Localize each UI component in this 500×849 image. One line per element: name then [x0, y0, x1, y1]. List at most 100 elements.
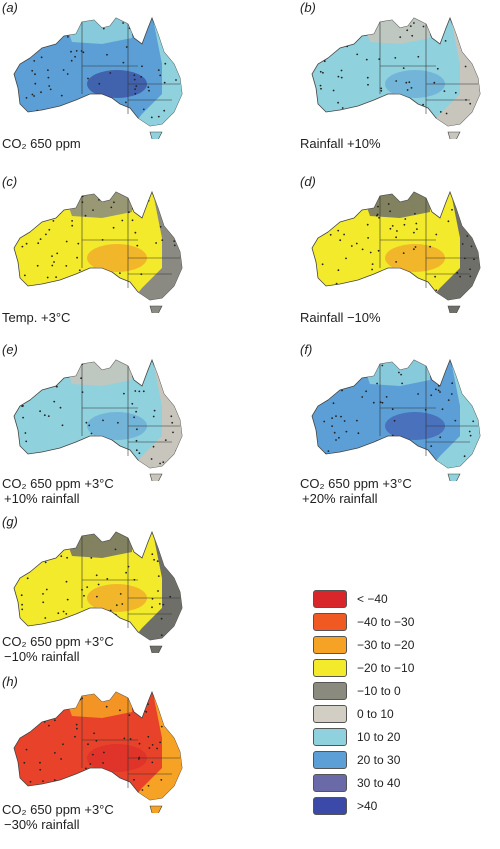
panel-letter: (e) [2, 342, 18, 357]
station-dot [395, 436, 398, 439]
station-dot [354, 110, 357, 113]
station-dot [460, 23, 462, 26]
station-dot [113, 118, 116, 121]
station-dot [473, 365, 475, 368]
station-dot [425, 116, 428, 119]
map-panel-d: (d) Rainfall −10% [300, 174, 490, 349]
caption-line-1: CO₂ 650 ppm +3°C [2, 476, 114, 491]
station-dot [335, 113, 338, 116]
station-dot [331, 417, 333, 419]
station-dot [165, 34, 168, 37]
panel-letter: (a) [2, 0, 18, 15]
station-dot [387, 203, 390, 205]
station-dot [175, 288, 178, 290]
station-dot [53, 363, 56, 366]
station-dot [119, 272, 121, 274]
station-dot [160, 779, 163, 781]
station-dot [380, 89, 383, 92]
map-panel-f: (f) CO₂ 650 ppm +3°C +20% rainfall [300, 342, 490, 517]
station-dot [33, 60, 36, 62]
station-dot [134, 231, 137, 234]
legend-item: < −40 [313, 590, 483, 610]
station-dot [408, 81, 411, 84]
interior-hotspot [87, 744, 147, 772]
legend-swatch [313, 728, 347, 746]
station-dot [320, 21, 322, 24]
station-dot [47, 415, 50, 417]
station-dot [121, 603, 124, 605]
station-dot [74, 55, 76, 58]
station-dot [377, 205, 379, 208]
station-dot [75, 459, 78, 462]
station-dot [153, 558, 156, 561]
station-dot [323, 60, 326, 63]
station-dot [53, 779, 56, 781]
station-dot [47, 76, 50, 79]
station-dot [164, 22, 166, 24]
caption-line-1: Temp. +3°C [2, 310, 71, 325]
station-dot [123, 628, 126, 631]
station-dot [366, 223, 369, 226]
legend-swatch [313, 636, 347, 654]
station-dot [31, 93, 34, 96]
station-dot [439, 391, 441, 393]
station-dot [443, 90, 446, 92]
station-dot [60, 555, 63, 558]
station-dot [345, 257, 347, 260]
station-dot [36, 264, 39, 267]
station-dot [319, 456, 322, 459]
station-dot [70, 59, 73, 62]
station-dot [411, 34, 414, 37]
station-dot [424, 408, 427, 411]
station-dot [125, 46, 128, 48]
station-dot [337, 75, 340, 78]
station-dot [18, 196, 20, 198]
station-dot [361, 396, 364, 398]
station-dot [151, 744, 154, 746]
station-dot [94, 775, 97, 778]
station-dot [316, 386, 318, 388]
station-dot [342, 210, 344, 212]
station-dot [45, 233, 47, 236]
station-dot [141, 789, 144, 791]
station-dot [354, 378, 357, 380]
station-dot [157, 575, 160, 577]
station-dot [87, 743, 89, 746]
station-dot [135, 449, 138, 452]
station-dot [76, 727, 78, 730]
station-dot [321, 36, 324, 38]
station-dot [417, 393, 419, 395]
station-dot [26, 393, 29, 396]
station-dot [45, 588, 48, 591]
station-dot [24, 274, 26, 277]
station-dot [24, 730, 27, 733]
caption-line-2: −10% rainfall [4, 649, 80, 664]
station-dot [355, 455, 357, 457]
station-dot [391, 434, 394, 437]
station-dot [447, 220, 450, 223]
station-dot [48, 85, 51, 87]
station-dot [350, 245, 353, 247]
station-dot [80, 50, 83, 52]
station-dot [151, 761, 154, 764]
tasmania-shape [447, 131, 461, 139]
station-dot [62, 743, 64, 746]
station-dot [98, 782, 101, 785]
caption-line-1: Rainfall −10% [300, 310, 381, 325]
station-dot [60, 541, 63, 543]
station-dot [87, 77, 89, 80]
station-dot [52, 220, 55, 222]
station-dot [108, 445, 111, 447]
station-dot [25, 97, 28, 99]
station-dot [33, 95, 35, 97]
station-dot [91, 269, 94, 272]
station-dot [381, 401, 384, 404]
station-dot [175, 79, 177, 81]
station-dot [357, 432, 360, 435]
australia-map [13, 530, 183, 653]
station-dot [465, 99, 467, 101]
station-dot [37, 27, 40, 30]
station-dot [20, 594, 23, 597]
station-dot [155, 242, 158, 244]
station-dot [319, 70, 322, 73]
